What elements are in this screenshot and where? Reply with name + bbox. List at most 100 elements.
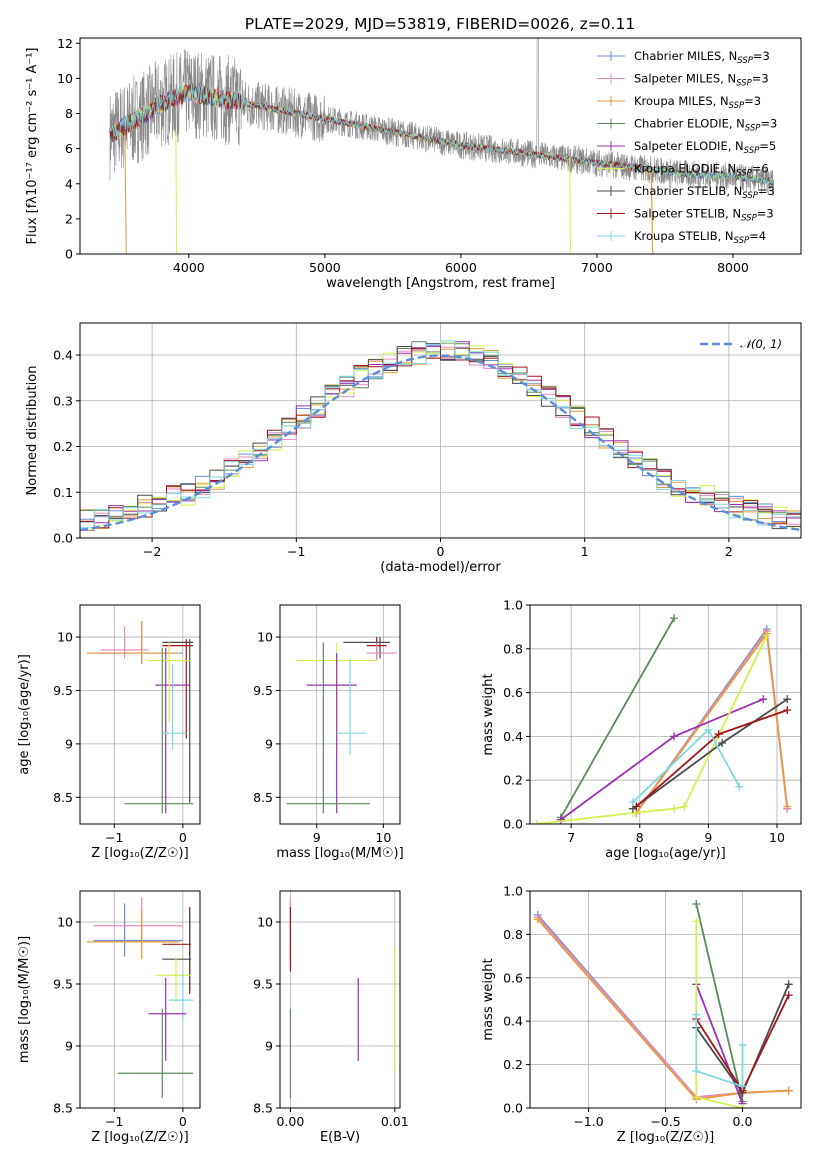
axes-frame: [529, 604, 802, 825]
legend-text: Chabrier ELODIE, N: [634, 117, 745, 131]
y-tick-label: 9.5: [53, 683, 73, 698]
histogram-series: [80, 343, 801, 530]
errorbar-group: [86, 621, 194, 814]
legend-text: Chabrier MILES, N: [634, 49, 737, 63]
x-tick-label: 0.00: [277, 1114, 305, 1129]
y-tick-label: 0.2: [53, 439, 73, 454]
x-axis-label: Z [log₁₀(Z/Z☉)]: [617, 1130, 714, 1145]
legend-subscript: SSP: [736, 79, 752, 89]
x-tick-label: 0.01: [381, 1114, 409, 1129]
x-axis-label: (data-model)/error: [380, 560, 501, 575]
y-tick-label: 0.6: [503, 970, 523, 985]
weight-series-line: [560, 617, 675, 818]
histogram-series: [80, 348, 801, 529]
legend-subscript: SSP: [741, 214, 757, 224]
weight-point-marker: [632, 802, 641, 811]
x-axis-label: wavelength [Angstrom, rest frame]: [326, 276, 555, 291]
legend-label: Salpeter ELODIE, NSSP=5: [634, 139, 776, 156]
y-tick-label: 0.1: [53, 485, 73, 500]
axes-frame: [529, 890, 802, 1109]
y-tick-label: 0.8: [503, 641, 523, 656]
weight-vs-age-panel: 7 8 9 10 0.0 0.2 0.4 0.6 0.8 1.0 age [log₁₀(age/yr…: [481, 598, 802, 861]
edge-drop-line: [569, 157, 571, 254]
y-tick-label: 12: [57, 36, 73, 51]
legend-value: =3: [752, 72, 769, 86]
x-tick-label: 1: [581, 544, 589, 559]
x-tick-label: 7000: [581, 260, 613, 275]
y-tick-label: 0.0: [503, 1101, 523, 1116]
y-tick-label: 8.5: [253, 790, 273, 805]
legend-text: Salpeter STELIB, N: [634, 207, 741, 221]
edge-drop-line: [175, 131, 178, 254]
x-tick-label: −1.0: [573, 1114, 603, 1129]
x-tick-label: 10: [375, 830, 391, 845]
errorbar-group: [289, 897, 396, 1099]
x-axis-label: age [log₁₀(age/yr)]: [605, 846, 726, 861]
weight-point-marker: [680, 802, 689, 811]
y-tick-label: 9: [265, 736, 273, 751]
y-tick-label: 0: [65, 247, 73, 262]
legend-value: =4: [749, 229, 766, 243]
weight-point-marker: [628, 798, 637, 807]
age-vs-Z-panel: −1 0 8.5 9 9.5 10 Z [log₁₀(Z/Z☉)] age [log₁₀(ag…: [17, 604, 201, 861]
y-tick-label: 6: [65, 141, 73, 156]
model-spectrum-line: [109, 84, 774, 186]
series-group: [533, 900, 793, 1108]
legend-text: Kroupa MILES, N: [634, 94, 729, 108]
legend-label: Kroupa ELODIE, NSSP=6: [634, 162, 769, 179]
x-axis-label: mass [log₁₀(M/M☉)]: [276, 846, 403, 861]
legend-text: Salpeter MILES, N: [634, 72, 736, 86]
x-tick-label: 9: [313, 830, 321, 845]
weight-point-marker: [784, 1086, 793, 1095]
y-tick-label: 9: [65, 1039, 73, 1054]
legend-subscript: SSP: [742, 191, 758, 201]
legend-subscript: SSP: [737, 56, 753, 66]
x-tick-label: −0.5: [650, 1114, 680, 1129]
legend-subscript: SSP: [744, 146, 760, 156]
x-tick-label: 0: [437, 544, 445, 559]
legend-subscript: SSP: [736, 169, 752, 179]
legend-value: =3: [744, 94, 761, 108]
y-tick-label: 10: [257, 915, 273, 930]
y-tick-label: 8.5: [53, 790, 73, 805]
y-tick-label: 4: [65, 176, 73, 191]
edge-drop-line: [650, 166, 654, 254]
x-tick-label: 0: [179, 1114, 187, 1129]
y-tick-label: 9: [65, 736, 73, 751]
weight-point-marker: [738, 1041, 747, 1050]
x-tick-label: 2: [725, 544, 733, 559]
y-tick-label: 9.5: [53, 977, 73, 992]
y-tick-label: 8.5: [253, 1101, 273, 1116]
y-tick-label: 10: [57, 630, 73, 645]
weight-point-marker: [670, 804, 679, 813]
x-tick-label: 5000: [309, 260, 341, 275]
legend-text: Chabrier STELIB, N: [634, 184, 742, 198]
weight-point-marker: [692, 900, 701, 909]
x-axis-label: E(B-V): [320, 1130, 360, 1145]
y-axis-label: Normed distribution: [25, 366, 40, 496]
weight-point-marker: [670, 614, 679, 623]
x-tick-label: 8: [636, 830, 644, 845]
mass-vs-Z-panel: −1 0 8.5 9 9.5 10 Z [log₁₀(Z/Z☉)] mass [log₁₀(M…: [17, 890, 201, 1145]
edge-drop-line: [124, 131, 127, 254]
weight-point-marker: [692, 1010, 701, 1019]
y-tick-label: 1.0: [503, 884, 523, 899]
x-tick-label: 9: [704, 830, 712, 845]
spectrum-lines: [109, 38, 775, 254]
axes-frame: [279, 604, 401, 825]
weight-point-marker: [783, 706, 792, 715]
y-tick-label: 0.6: [503, 685, 523, 700]
x-tick-label: −2: [143, 544, 161, 559]
weight-series-line: [632, 728, 741, 803]
weight-point-marker: [718, 738, 727, 747]
legend-value: =6: [752, 162, 769, 176]
weight-point-marker: [704, 725, 713, 734]
legend-label: Chabrier ELODIE, NSSP=3: [634, 117, 777, 134]
weight-series-line: [635, 709, 788, 808]
legend-text: Salpeter ELODIE, N: [634, 139, 744, 153]
legend-value: =5: [759, 139, 776, 153]
legend-value: =3: [758, 184, 775, 198]
series-group: [532, 614, 792, 824]
